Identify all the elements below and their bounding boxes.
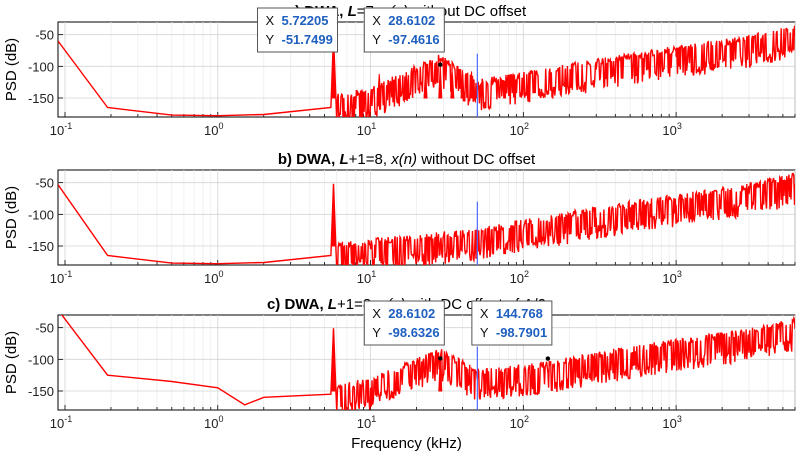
y-tick-label: -50: [35, 176, 54, 191]
x-tick-label: 101: [357, 269, 376, 286]
x-tick-label: 100: [204, 269, 223, 286]
y-tick-label: -150: [28, 239, 54, 254]
x-tick-label: 10-1: [50, 121, 72, 138]
datatip-label: X: [372, 13, 381, 28]
title-part: without DC offset: [417, 151, 536, 168]
x-tick-label: 100: [204, 414, 223, 431]
x-tick-label: 10-1: [50, 269, 72, 286]
tone-spike: [450, 72, 455, 99]
tone-spike: [404, 77, 409, 99]
y-axis-label: PSD (dB): [3, 38, 20, 101]
y-tick-label: -50: [35, 28, 54, 43]
x-tick-exponent: 0: [218, 121, 223, 131]
datatip-value: 28.6102: [388, 13, 435, 28]
x-tick-exponent: 0: [218, 414, 223, 424]
tone-spike: [331, 183, 336, 247]
tone-spike: [377, 73, 382, 99]
datatip-value: -98.7901: [496, 325, 547, 340]
panel-2: b) DWA, L+1=8, x(n) without DC offset PSD…: [3, 151, 796, 286]
tone-spike: [469, 71, 474, 99]
datatip-value: -97.4616: [388, 32, 439, 47]
datatip-value: 5.72205: [282, 13, 329, 28]
x-tick-exponent: -1: [64, 269, 72, 279]
x-tick-label: 103: [662, 121, 681, 138]
y-tick-label: -100: [28, 352, 54, 367]
x-tick-label: 102: [510, 269, 529, 286]
datatip-value: -51.7499: [282, 32, 333, 47]
datatip-label: X: [372, 306, 381, 321]
x-tick-exponent: -1: [64, 121, 72, 131]
tone-spike: [438, 64, 443, 99]
psd-trace: [58, 25, 795, 117]
datatip-label: Y: [372, 32, 381, 47]
y-axis-label: PSD (dB): [3, 331, 20, 394]
y-tick-label: -50: [35, 321, 54, 336]
x-tick-label: 102: [510, 121, 529, 138]
x-axis-label: Frequency (kHz): [351, 435, 462, 452]
x-tick-exponent: 2: [524, 414, 529, 424]
y-axis-label: PSD (dB): [3, 186, 20, 249]
tone-spike: [438, 358, 443, 392]
x-tick-label: 101: [357, 414, 376, 431]
x-tick-label: 10-1: [50, 414, 72, 431]
datatip-box: [257, 7, 339, 53]
x-tick-exponent: 1: [371, 269, 376, 279]
tone-spike: [423, 69, 428, 99]
x-tick-label: 103: [662, 269, 681, 286]
datatip-marker: [545, 356, 551, 361]
title-part: x(n): [390, 151, 417, 168]
datatip-box: [471, 300, 553, 346]
datatip-value: -98.6326: [388, 325, 439, 340]
datatip-box: [363, 300, 445, 346]
x-tick-label: 103: [662, 414, 681, 431]
psd-trace: [58, 172, 795, 265]
datatip-label: Y: [266, 32, 275, 47]
x-tick-exponent: 0: [218, 269, 223, 279]
datatip-label: X: [480, 306, 489, 321]
datatip-box: [363, 7, 445, 53]
panel-3: c) DWA, L+1=8, x(n) with DC offset of Δ/…: [3, 296, 796, 452]
x-tick-exponent: 1: [371, 121, 376, 131]
x-tick-exponent: 3: [677, 121, 682, 131]
x-tick-exponent: 3: [677, 414, 682, 424]
x-tick-exponent: 2: [524, 269, 529, 279]
y-tick-label: -150: [28, 91, 54, 106]
title-part: b) DWA,: [278, 151, 336, 168]
tone-spike: [331, 35, 336, 99]
x-tick-exponent: 2: [524, 121, 529, 131]
x-tick-exponent: -1: [64, 414, 72, 424]
datatip-label: X: [266, 13, 275, 28]
x-tick-label: 101: [357, 121, 376, 138]
datatip-marker: [438, 62, 443, 67]
tone-spike: [460, 70, 465, 99]
datatip-marker: [438, 356, 443, 361]
title-part: L: [335, 151, 348, 168]
x-tick-exponent: 1: [371, 414, 376, 424]
title-part: L: [324, 296, 337, 313]
title-part: c) DWA,: [267, 296, 324, 313]
psd-trace: [60, 315, 795, 410]
panel-title: b) DWA, L+1=8, x(n) without DC offset: [278, 151, 536, 168]
y-tick-label: -100: [28, 207, 54, 222]
datatip-value: 28.6102: [388, 306, 435, 321]
x-tick-label: 100: [204, 121, 223, 138]
datatip-label: Y: [480, 325, 489, 340]
title-part: L: [343, 3, 356, 20]
y-tick-label: -100: [28, 59, 54, 74]
x-tick-label: 102: [510, 414, 529, 431]
datatip-label: Y: [372, 325, 381, 340]
datatip-value: 144.768: [496, 306, 543, 321]
title-part: +1=8,: [349, 151, 392, 168]
y-tick-label: -150: [28, 384, 54, 399]
tone-spike: [331, 328, 336, 392]
x-tick-exponent: 3: [677, 269, 682, 279]
